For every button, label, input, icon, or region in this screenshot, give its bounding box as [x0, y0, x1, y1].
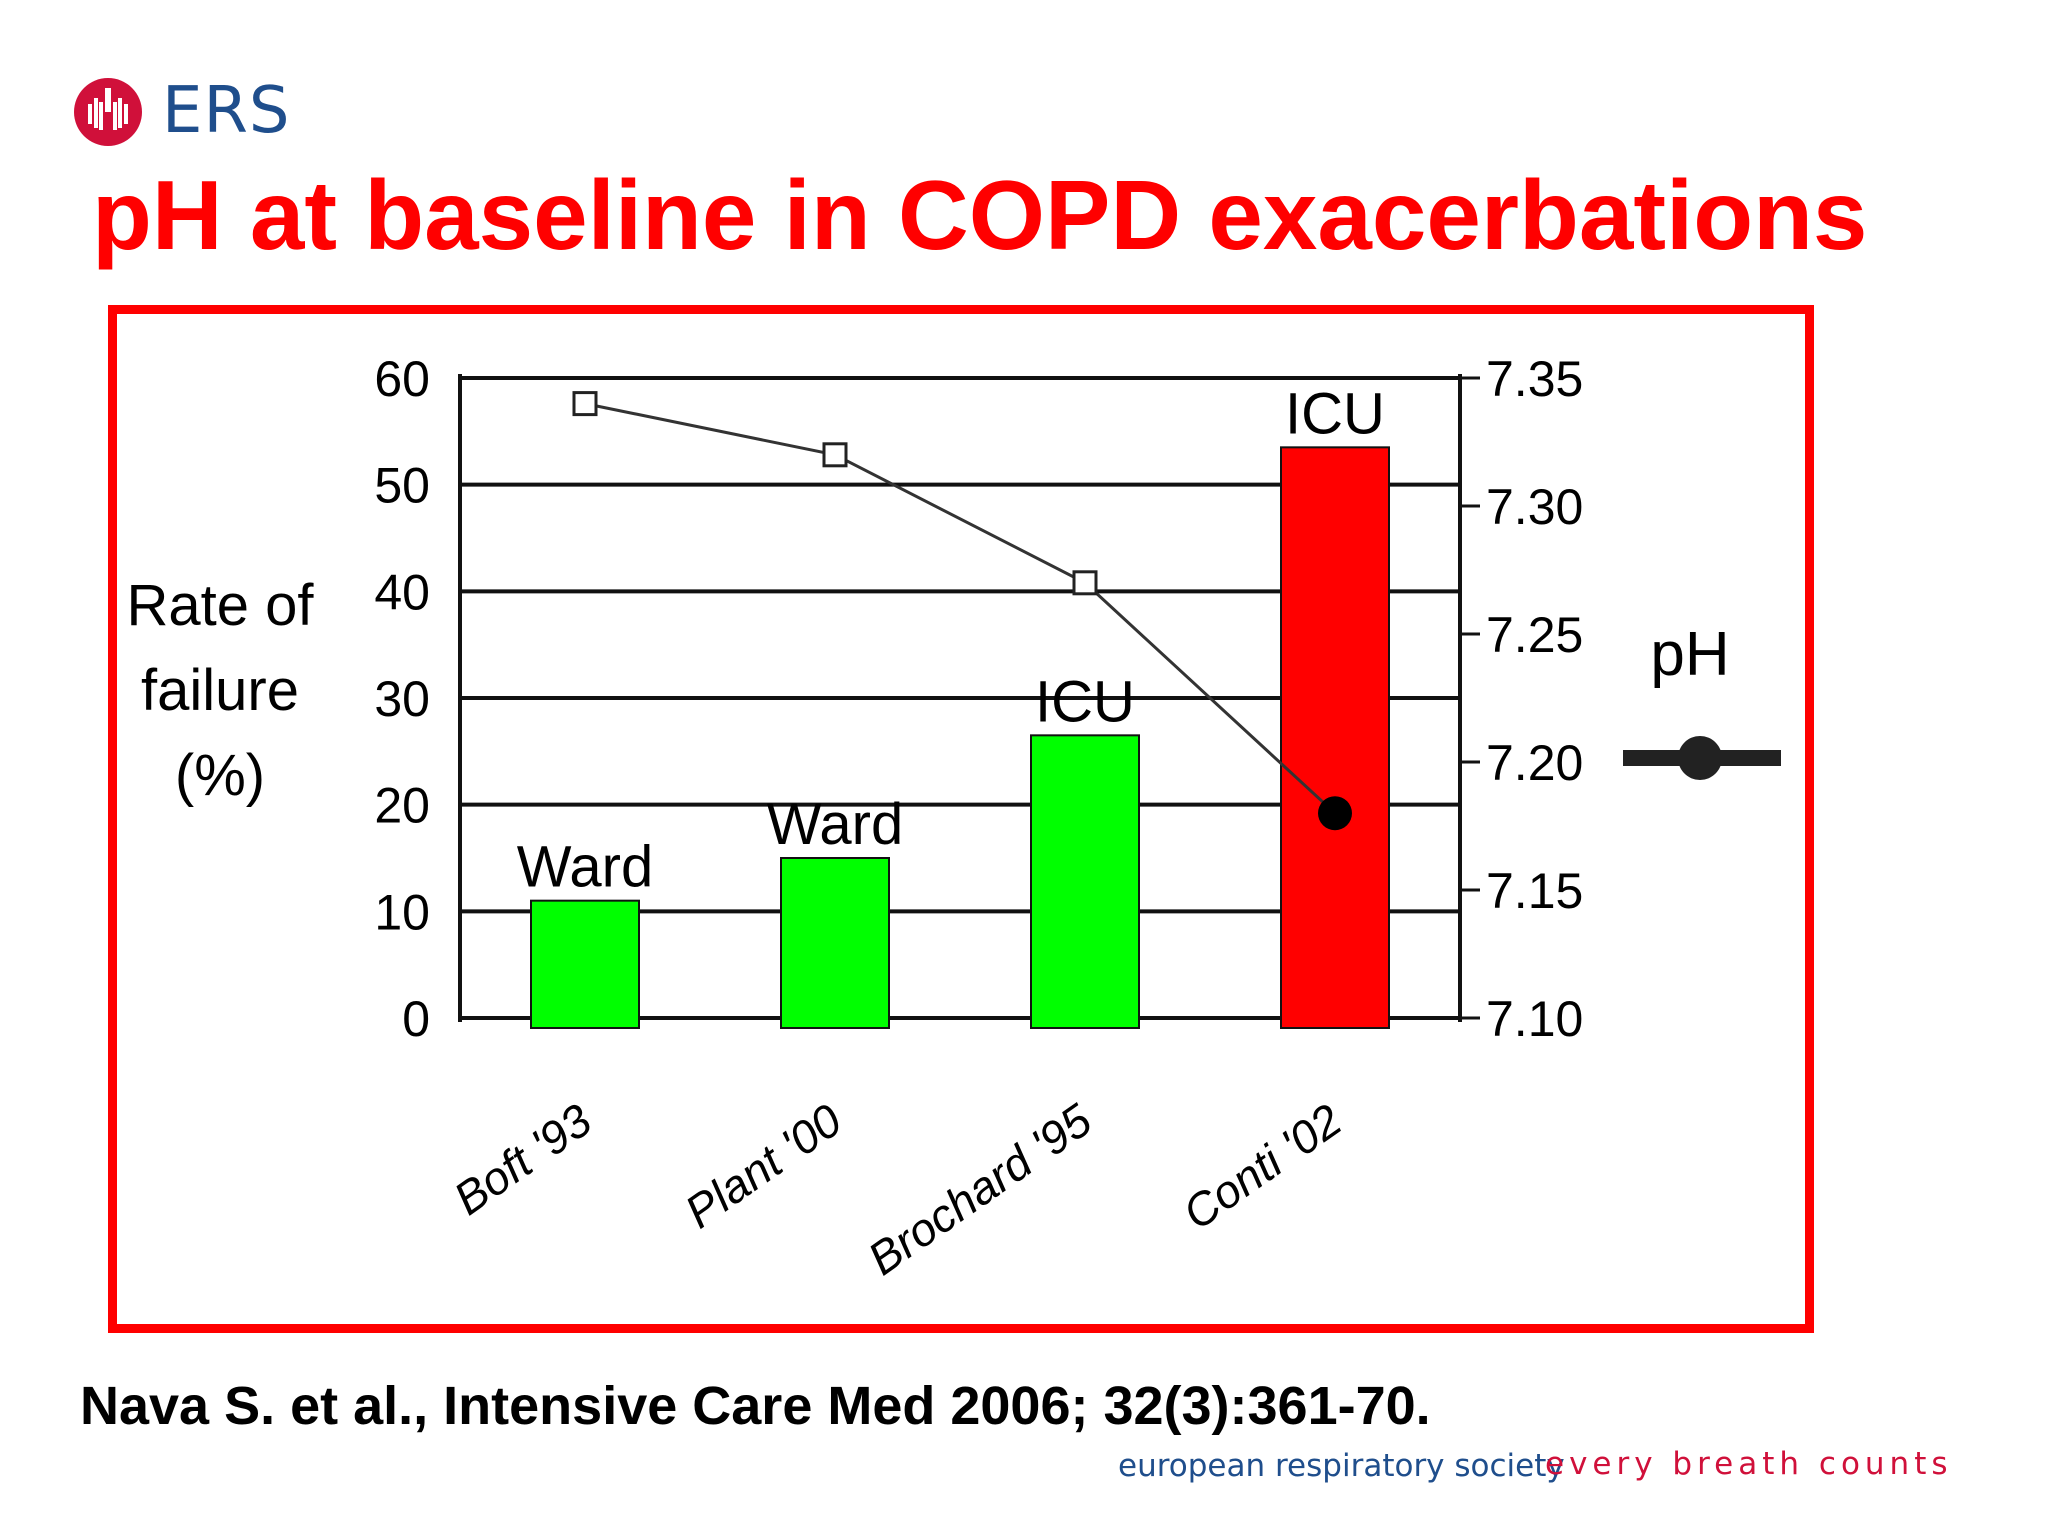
ph-point [572, 391, 598, 417]
y2-tick-label: 7.15 [1486, 863, 1583, 919]
bar-label: ICU [1035, 669, 1135, 734]
ers-logo: ERS [72, 76, 292, 146]
y2-axis-label: pH [1650, 620, 1729, 689]
y-axis-label: (%) [175, 743, 265, 808]
ph-legend-marker [1623, 736, 1781, 780]
y-tick-label: 0 [402, 991, 430, 1047]
y-tick-label: 50 [374, 458, 430, 514]
page-title: pH at baseline in COPD exacerbations [92, 160, 1868, 270]
bar-label: Ward [517, 835, 653, 900]
citation: Nava S. et al., Intensive Care Med 2006;… [80, 1376, 1431, 1436]
y2-tick-label: 7.35 [1486, 351, 1583, 407]
y-tick-label: 20 [374, 778, 430, 834]
bar [1280, 446, 1390, 1030]
y-tick-label: 40 [374, 564, 430, 620]
y-axis-label: failure [141, 658, 299, 723]
bar [780, 857, 890, 1029]
ers-logo-text: ERS [162, 74, 291, 148]
bar [530, 899, 640, 1030]
footer-org: european respiratory society [1118, 1448, 1565, 1484]
ph-line [584, 402, 1337, 815]
x-tick-label: Conti '02 [1173, 1094, 1350, 1240]
ph-point [1318, 796, 1352, 831]
y-tick-label: 10 [374, 884, 430, 940]
x-tick-label: Brochard '95 [858, 1093, 1101, 1285]
y-tick-label: 60 [374, 351, 430, 407]
y-axis-label: Rate of [127, 573, 315, 638]
y2-tick-label: 7.25 [1486, 607, 1583, 663]
chart-frame [108, 305, 1814, 1333]
y2-tick-label: 7.20 [1486, 735, 1583, 791]
bar-label: ICU [1285, 381, 1385, 446]
ph-point [822, 442, 848, 468]
x-tick-label: Boft '93 [444, 1093, 601, 1224]
footer-tagline: every breath counts [1545, 1446, 1953, 1482]
y2-tick-label: 7.30 [1486, 479, 1583, 535]
bar-label: Ward [767, 792, 903, 857]
y2-tick-label: 7.10 [1486, 991, 1583, 1047]
y-tick-label: 30 [374, 671, 430, 727]
x-tick-label: Plant '00 [675, 1093, 851, 1238]
bar [1030, 734, 1140, 1029]
lungs-logo-icon [74, 78, 142, 146]
ph-point [1072, 570, 1098, 596]
